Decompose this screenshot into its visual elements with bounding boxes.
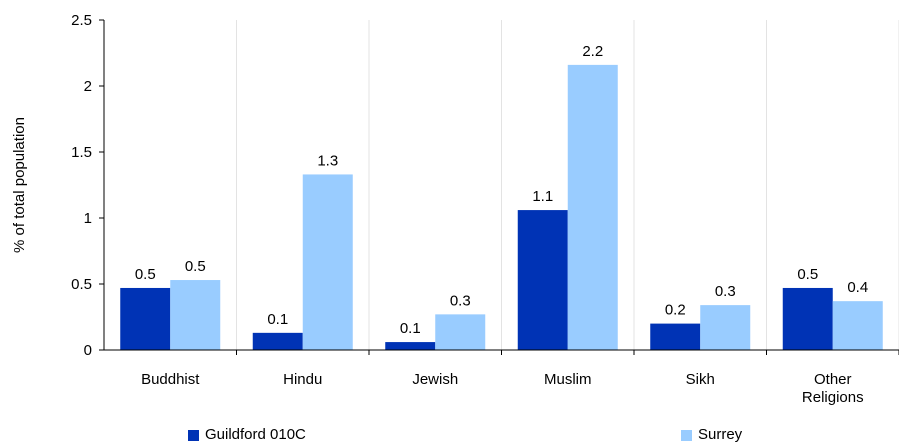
- bar-surrey: [435, 314, 486, 350]
- x-tick-label: Other Religions: [802, 371, 864, 406]
- data-label: 0.5: [135, 266, 156, 283]
- bar-guildford: [120, 287, 171, 350]
- bar-guildford: [385, 342, 436, 350]
- data-label: 0.5: [797, 266, 818, 283]
- legend-item-guildford: Guildford 010C: [188, 427, 306, 443]
- bar-surrey: [170, 280, 221, 350]
- legend-item-surrey: Surrey: [681, 427, 742, 443]
- bar-guildford: [650, 323, 701, 350]
- legend-swatch-surrey: [681, 429, 692, 441]
- bar-surrey: [567, 64, 618, 350]
- x-tick-label: Buddhist: [141, 371, 200, 388]
- data-label: 0.5: [185, 258, 206, 275]
- y-axis-label: % of total population: [11, 117, 28, 253]
- y-tick-label: 0.5: [71, 276, 92, 293]
- data-label: 0.3: [450, 292, 471, 309]
- y-tick-label: 1.5: [71, 144, 92, 161]
- bar-guildford: [517, 210, 568, 350]
- x-tick-label: Sikh: [686, 371, 715, 388]
- bar-chart: 0 0.5 1 1.5 2 2.5 0.5 0.5 0.1 1.3 0.1 0.3 1.1 2.2 0.2…: [11, 12, 899, 406]
- x-tick-label: Hindu: [283, 371, 322, 388]
- y-tick-label: 0: [84, 342, 92, 359]
- x-tick-label: Muslim: [544, 371, 592, 388]
- bar-guildford: [782, 287, 833, 350]
- legend-swatch-guildford: [188, 429, 199, 441]
- data-labels: 0.5 0.5 0.1 1.3 0.1 0.3 1.1 2.2 0.2 0.3 0.5 0.4: [135, 43, 868, 337]
- bar-surrey: [832, 301, 883, 350]
- legend-label-guildford: Guildford 010C: [205, 426, 306, 443]
- data-label: 0.1: [400, 320, 421, 337]
- legend-label-surrey: Surrey: [698, 426, 743, 443]
- data-label: 0.1: [267, 311, 288, 328]
- x-axis: Buddhist Hindu Jewish Muslim Sikh Other Religi…: [104, 349, 899, 406]
- bar-surrey: [700, 305, 751, 350]
- y-tick-label: 2: [84, 78, 92, 95]
- y-tick-label: 2.5: [71, 12, 92, 29]
- bar-guildford: [252, 332, 303, 350]
- y-axis: 0 0.5 1 1.5 2 2.5: [71, 12, 105, 359]
- data-label: 1.3: [317, 152, 338, 169]
- data-label: 2.2: [582, 43, 603, 60]
- x-tick-label: Jewish: [412, 371, 458, 388]
- data-label: 0.2: [665, 302, 686, 319]
- data-label: 1.1: [532, 188, 553, 205]
- y-tick-label: 1: [84, 210, 92, 227]
- bar-surrey: [302, 174, 353, 350]
- data-label: 0.3: [715, 283, 736, 300]
- bars: [120, 64, 883, 350]
- data-label: 0.4: [847, 279, 868, 296]
- gridlines: [236, 20, 899, 350]
